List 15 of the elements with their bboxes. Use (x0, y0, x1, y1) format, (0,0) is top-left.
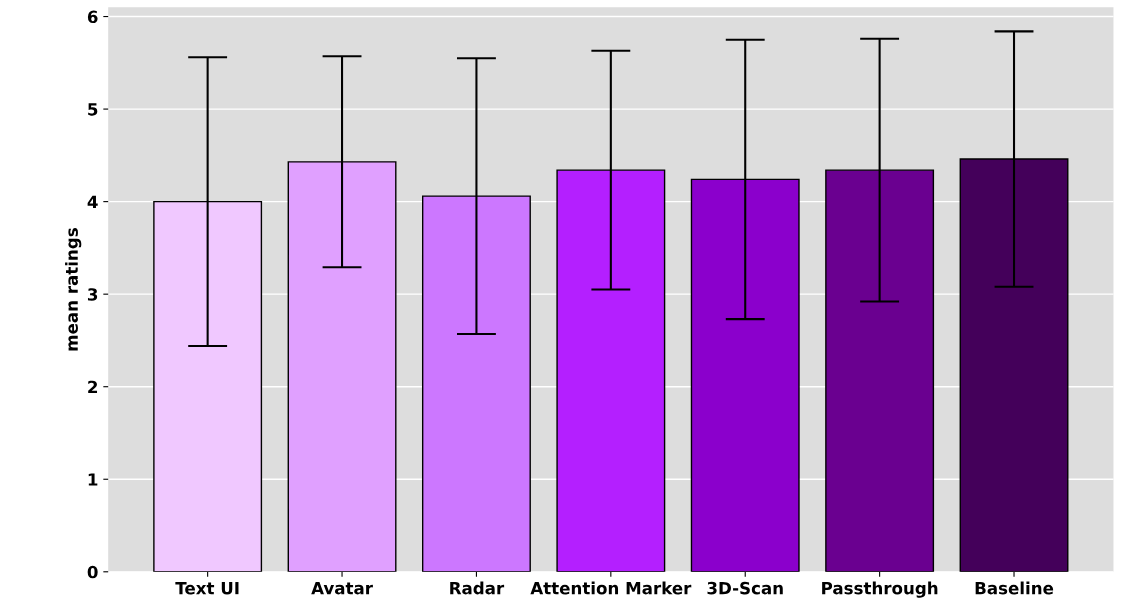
y-tick-label: 3 (87, 288, 98, 301)
y-tick-label: 6 (87, 10, 98, 24)
x-tick-label: 3D-Scan (707, 581, 783, 595)
x-tick-label: Radar (450, 581, 505, 595)
y-axis-title: mean ratings (65, 228, 82, 351)
y-tick-label: 1 (88, 473, 98, 486)
x-tick-label: Baseline (975, 581, 1054, 595)
y-tick-label: 4 (87, 195, 98, 208)
x-tick-label: Passthrough (822, 581, 938, 598)
y-tick-label: 5 (88, 103, 98, 116)
x-tick-label: Avatar (311, 582, 373, 595)
y-tick-label: 0 (87, 565, 98, 579)
x-tick-label: Text UI (175, 582, 239, 595)
x-tick-label: Attention Marker (530, 581, 692, 595)
y-tick-label: 2 (88, 380, 98, 394)
